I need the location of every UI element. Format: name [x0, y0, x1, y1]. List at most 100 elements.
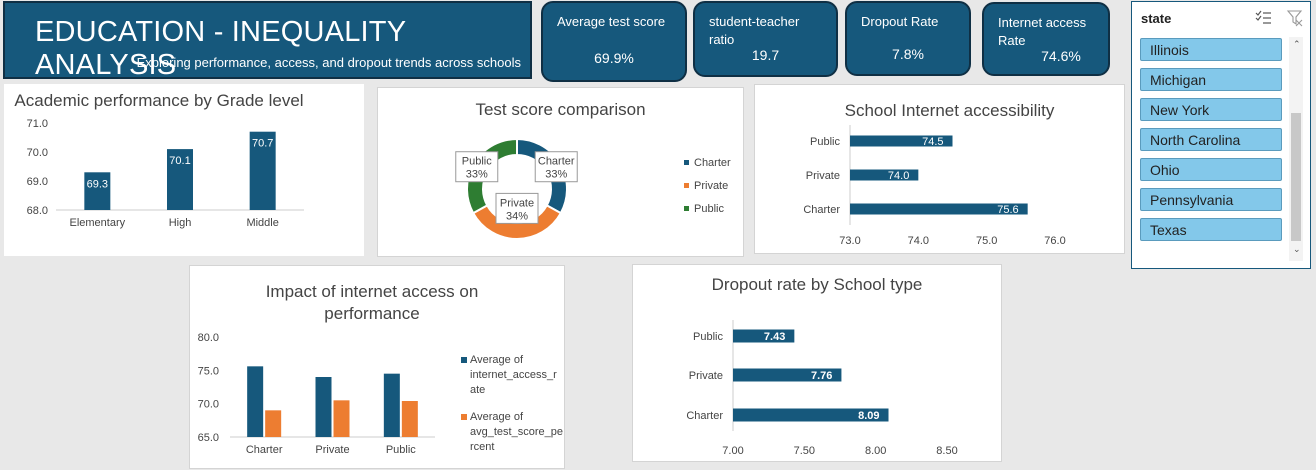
data-label: 34%	[506, 210, 528, 222]
kpi-value: 74.6%	[1041, 48, 1081, 64]
y-tick-label: Charter	[686, 410, 723, 422]
grade-chart-svg: 68.0 69.0 70.0 71.0 69.3 Elementary 70.1 High 70…	[27, 118, 304, 229]
slicer-item-north-carolina[interactable]: North Carolina	[1140, 128, 1282, 151]
y-tick-label: Private	[689, 370, 723, 382]
chart-dropout-rate: Dropout rate by School type 7.00 7.50 8.00…	[632, 264, 1002, 462]
data-label: Private	[500, 197, 534, 209]
clear-filter-icon[interactable]	[1286, 9, 1304, 27]
kpi-value: 69.9%	[594, 50, 634, 66]
bar	[333, 400, 350, 437]
bar	[167, 149, 193, 210]
data-label: Public	[462, 156, 492, 168]
kpi-card-student-teacher-ratio: student-teacher ratio 19.7	[693, 1, 838, 77]
x-tick-label: Charter	[246, 444, 283, 456]
chart-title: Impact of internet access on performance	[265, 282, 479, 323]
multi-select-icon[interactable]	[1255, 10, 1273, 26]
legend-label: ate	[470, 384, 485, 396]
slicer-item-ohio[interactable]: Ohio	[1140, 158, 1282, 181]
data-label: 7.43	[764, 331, 785, 343]
y-tick-label: Private	[806, 170, 840, 182]
scroll-up-icon[interactable]: ⌃	[1293, 39, 1301, 49]
bar	[733, 368, 842, 382]
y-tick-label: Charter	[803, 204, 840, 216]
x-tick-label: 74.0	[908, 235, 929, 247]
slicer-item-michigan[interactable]: Michigan	[1140, 68, 1282, 91]
kpi-card-dropout-rate: Dropout Rate 7.8%	[845, 1, 971, 76]
slicer-item-illinois[interactable]: Illinois	[1140, 38, 1282, 61]
data-label: 75.6	[997, 204, 1018, 216]
y-tick-label: 75.0	[198, 365, 219, 377]
bar	[84, 172, 111, 210]
data-label: 33%	[466, 169, 488, 181]
kpi-value: 7.8%	[892, 46, 924, 62]
kpi-label: Dropout Rate	[861, 14, 939, 29]
x-tick-label: 7.50	[794, 445, 815, 457]
bar	[850, 169, 919, 181]
legend-label: avg_test_score_pe	[470, 426, 563, 438]
legend-label: rcent	[470, 441, 494, 453]
legend-swatch	[684, 183, 689, 188]
bar	[249, 131, 276, 210]
x-tick-label: 73.0	[839, 235, 860, 247]
kpi-label: Average test score	[557, 14, 666, 29]
chart-title: School Internet accessibility	[844, 101, 1055, 120]
chart-impact-internet: Impact of internet access on performance…	[189, 265, 565, 469]
kpi-label: Internet access Rate	[998, 15, 1087, 48]
data-label: 7.76	[811, 370, 832, 382]
legend-label: Public	[694, 203, 724, 215]
x-tick-label: Middle	[246, 217, 278, 229]
x-tick-label: Elementary	[70, 217, 126, 229]
chart-test-score-comparison: Test score comparison Charter 33% Private 3…	[377, 87, 744, 257]
x-tick-label: 76.0	[1044, 235, 1065, 247]
slicer-item-texas[interactable]: Texas	[1140, 218, 1282, 241]
chart-title: Test score comparison	[475, 100, 646, 119]
y-tick-label: 70.0	[27, 147, 48, 159]
legend-label: internet_access_r	[470, 369, 557, 381]
state-slicer: state Illinois Michigan New York North Caro…	[1131, 1, 1311, 269]
legend-swatch	[461, 357, 467, 363]
x-tick-label: Private	[315, 444, 349, 456]
dashboard-header: EDUCATION - INEQUALITY ANALYSIS Explorin…	[3, 1, 532, 81]
chart-grade-performance: Academic performance by Grade level 68.0…	[4, 84, 364, 256]
pie-chart-svg: Charter33%Private34%Public33%CharterPriv…	[455, 137, 731, 240]
bar	[247, 366, 264, 437]
data-label: 74.0	[888, 170, 909, 182]
chart-internet-accessibility: School Internet accessibility 73.0 74.0 75…	[754, 84, 1125, 254]
y-tick-label: 71.0	[27, 118, 48, 130]
impact-chart-svg: 65.0 70.0 75.0 80.0 Charter Private Public Aver…	[198, 332, 563, 456]
data-label: 8.09	[858, 410, 879, 422]
scrollbar-thumb[interactable]	[1291, 113, 1301, 241]
page-title: EDUCATION - INEQUALITY ANALYSIS	[35, 16, 406, 81]
dropout-chart-svg: 7.00 7.50 8.00 8.50 Public 7.43 Private 7.76 Cha…	[686, 320, 958, 457]
slicer-title: state	[1141, 11, 1172, 26]
x-tick-label: 8.00	[865, 445, 886, 457]
x-tick-label: High	[169, 217, 192, 229]
legend-label: Charter	[694, 157, 731, 169]
data-label: 69.3	[87, 178, 108, 190]
slicer-scrollbar[interactable]: ⌃ ⌄	[1289, 37, 1303, 261]
data-label-box	[534, 151, 578, 183]
bar	[383, 373, 400, 437]
page-subtitle: Exploring performance, access, and dropo…	[136, 55, 521, 70]
legend-label: Average of	[470, 411, 524, 423]
bar	[315, 377, 332, 437]
y-tick-label: 80.0	[198, 332, 219, 344]
data-label: 70.7	[252, 138, 273, 150]
data-label: 70.1	[169, 155, 190, 167]
scroll-down-icon[interactable]: ⌄	[1293, 244, 1301, 254]
bar	[850, 135, 953, 147]
legend-label: Average of	[470, 354, 524, 366]
legend-swatch	[684, 160, 689, 165]
data-label: 33%	[545, 169, 567, 181]
x-tick-label: Public	[386, 444, 416, 456]
y-tick-label: Public	[810, 136, 840, 148]
y-tick-label: 69.0	[27, 176, 48, 188]
legend-swatch	[684, 206, 689, 211]
bar	[733, 329, 795, 343]
slicer-item-new-york[interactable]: New York	[1140, 98, 1282, 121]
y-tick-label: 65.0	[198, 432, 219, 444]
data-label-box	[495, 192, 539, 224]
bar	[401, 401, 418, 437]
kpi-value: 19.7	[751, 47, 780, 63]
slicer-item-pennsylvania[interactable]: Pennsylvania	[1140, 188, 1282, 211]
